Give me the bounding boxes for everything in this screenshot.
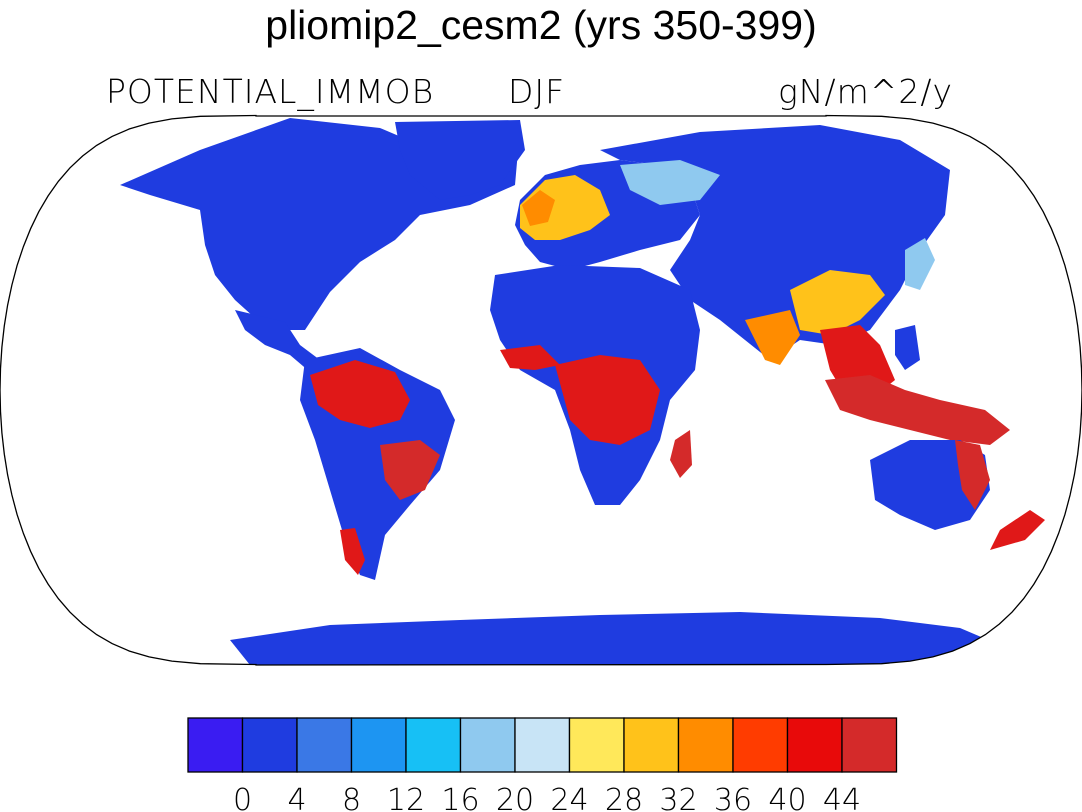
colorbar-swatch (677, 717, 734, 773)
colorbar-tick-label: 4 (287, 783, 306, 812)
colorbar-tick-label: 0 (233, 783, 252, 812)
africa-central-red (555, 355, 660, 445)
sa-amazon-red (310, 360, 410, 428)
colorbar-swatch (296, 717, 353, 773)
colorbar-tick-label: 36 (714, 783, 752, 812)
colorbar-swatch (187, 717, 244, 773)
colorbar-tick-label: 44 (823, 783, 861, 812)
land-new-zealand (990, 510, 1045, 550)
colorbar: 0 4 8 12 16 20 24 28 32 36 40 44 (187, 717, 898, 812)
india-red (745, 310, 800, 365)
land-central-america (235, 310, 320, 372)
colorbar-tick-label: 20 (496, 783, 534, 812)
colorbar-tick-label: 32 (659, 783, 697, 812)
map-boundary (0, 114, 1082, 666)
colorbar-swatch (732, 717, 789, 773)
colorbar-swatch (514, 717, 571, 773)
land-japan (905, 238, 935, 290)
land-madagascar (670, 430, 692, 478)
season-label: DJF (508, 72, 566, 111)
australia-east-red (955, 440, 990, 510)
colorbar-tick-label: 12 (387, 783, 425, 812)
europe-west-orange (522, 190, 555, 226)
asia-east-yellow (790, 270, 885, 335)
colorbar-tick-label: 24 (550, 783, 588, 812)
colorbar-swatch (841, 717, 898, 773)
land-antarctica (230, 612, 1000, 665)
africa-west-red (500, 345, 560, 370)
sa-south-red (340, 528, 365, 575)
colorbar-swatch (241, 717, 298, 773)
colorbar-swatch (623, 717, 680, 773)
asia-lightblue (620, 160, 720, 205)
plot-title: pliomip2_cesm2 (yrs 350-399) (265, 2, 817, 48)
units-label: gN/m^2/y (778, 72, 954, 111)
colorbar-swatch (786, 717, 843, 773)
colorbar-swatch (350, 717, 407, 773)
variable-label: POTENTIAL_IMMOB (106, 72, 435, 111)
colorbar-tick-label: 16 (441, 783, 479, 812)
europe-west-yellow (520, 175, 610, 240)
colorbar-swatch (459, 717, 516, 773)
colorbar-swatch (568, 717, 625, 773)
land-greenland (395, 120, 525, 200)
colorbar-tick-label: 8 (342, 783, 361, 812)
colorbar-tick-label: 28 (605, 783, 643, 812)
colorbar-tick-label: 40 (768, 783, 806, 812)
sa-east-red (380, 440, 440, 500)
map-land-layer (120, 118, 1045, 665)
land-indonesia (825, 375, 1010, 445)
land-philippines (895, 325, 920, 370)
colorbar-swatch (405, 717, 462, 773)
